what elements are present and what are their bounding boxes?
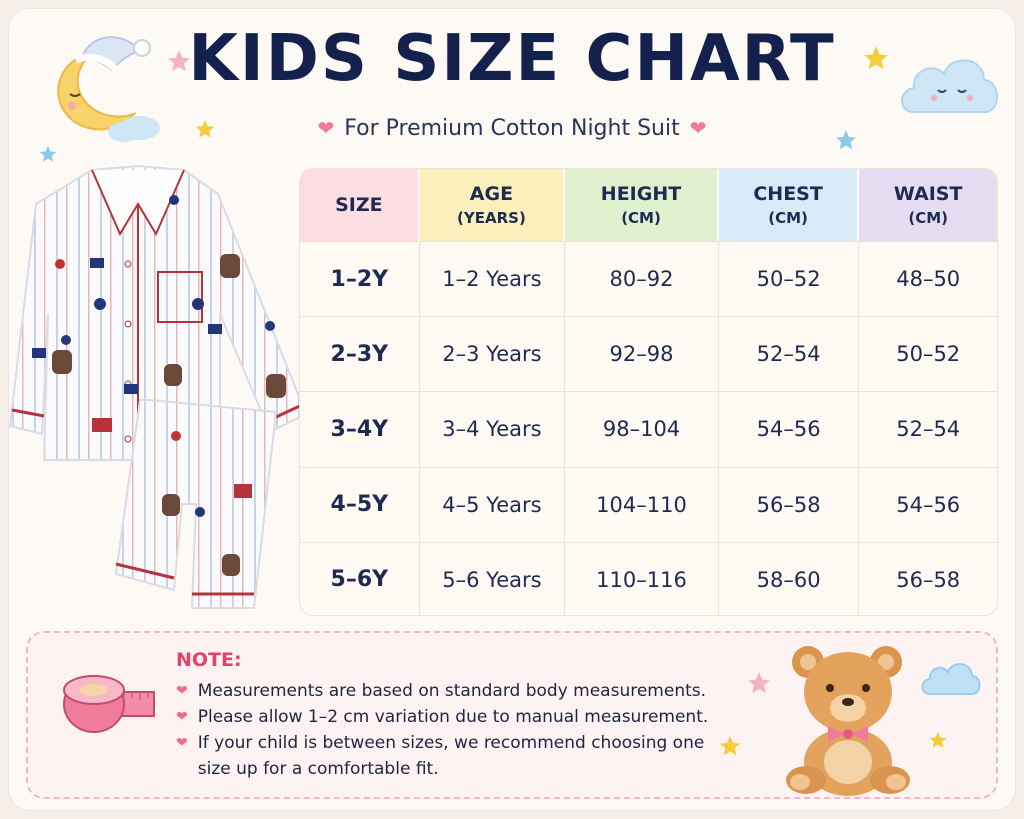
table-cell: 58–60 (719, 542, 860, 615)
table-cell: 98–104 (565, 392, 719, 467)
table-cell: 104–110 (565, 467, 719, 542)
table-cell: 110–116 (565, 542, 719, 615)
cloud-icon (901, 59, 998, 113)
table-cell: 50–52 (896, 342, 961, 367)
page-title: KIDS SIZE CHART (188, 22, 836, 96)
table-cell: 1–2Y (300, 242, 420, 317)
star-icon (195, 119, 215, 138)
table-cell: 54–56 (719, 392, 860, 467)
column-header-unit: (CM) (908, 209, 949, 227)
note-item-text: Measurements are based on standard body … (197, 681, 707, 701)
table-cell: 52–54 (719, 317, 860, 392)
table-cell: 1–2 Years (420, 242, 566, 317)
star-icon (836, 130, 856, 150)
table-cell: 2–3 Years (420, 317, 566, 392)
table-row: 3–4Y 3–4 Years 98–104 54–56 52–54 (300, 391, 997, 467)
table-cell: 48–50 (896, 267, 961, 292)
subtitle-text: For Premium Cotton Night Suit (344, 116, 680, 141)
star-icon (929, 731, 947, 748)
column-header-label: CHEST (753, 183, 823, 205)
table-header: SIZE AGE (YEARS) HEIGHT (CM) CHEST (CM) WAIST (C… (300, 169, 997, 241)
column-header-label: SIZE (335, 194, 383, 216)
column-header: AGE (YEARS) (419, 169, 566, 241)
list-item: ❤ If your child is between sizes, we reco… (176, 730, 716, 782)
column-header: HEIGHT (CM) (565, 169, 719, 241)
list-item: ❤ Please allow 1–2 cm variation due to ma… (176, 704, 716, 730)
size-table: SIZE AGE (YEARS) HEIGHT (CM) CHEST (CM) WAIST (C… (299, 168, 998, 616)
table-cell: 4–5Y (300, 467, 420, 542)
column-header-unit: (CM) (621, 209, 661, 227)
table-cell: 56–58 (719, 467, 860, 542)
heart-icon: ❤ (176, 735, 188, 751)
note-list: ❤ Measurements are based on standard body… (176, 678, 716, 782)
heart-icon: ❤ (317, 116, 335, 140)
table-cell: 5–6Y (300, 542, 420, 615)
star-icon (720, 736, 740, 756)
note-item-text: Please allow 1–2 cm variation due to man… (197, 707, 709, 727)
star-icon (864, 46, 888, 69)
column-header-label: AGE (469, 183, 514, 205)
column-header: WAIST (CM) (859, 169, 997, 241)
table-cell: 52–54 (896, 417, 961, 442)
column-header: CHEST (CM) (718, 169, 860, 241)
table-cell: 50–52 (719, 242, 860, 317)
star-icon (168, 50, 190, 72)
note-item-text: If your child is between sizes, we recom… (197, 733, 705, 779)
cloud-icon (921, 663, 981, 695)
column-header: SIZE (300, 169, 420, 241)
list-item: ❤ Measurements are based on standard body… (176, 678, 716, 704)
heart-icon: ❤ (689, 116, 707, 140)
measuring-tape-icon (63, 675, 155, 733)
heart-icon: ❤ (176, 709, 188, 725)
pajama-set-illustration (8, 164, 308, 609)
table-row: 2–3Y 2–3 Years 92–98 52–54 50–52 (300, 316, 997, 392)
table-row: 1–2Y 1–2 Years 80–92 50–52 48–50 (300, 241, 997, 317)
column-header-unit: (CM) (768, 209, 808, 227)
heart-icon: ❤ (176, 683, 188, 699)
table-cell: 3–4Y (300, 392, 420, 467)
teddy-bear-icon (786, 646, 910, 796)
table-cell: 56–58 (896, 567, 961, 592)
table-cell: 3–4 Years (420, 392, 566, 467)
star-icon (748, 672, 770, 694)
table-cell: 92–98 (565, 317, 719, 392)
column-header-label: HEIGHT (600, 183, 682, 205)
sleeping-moon-icon (57, 36, 160, 142)
table-body: 1–2Y 1–2 Years 80–92 50–52 48–50 2–3Y 2–3 Year… (300, 241, 997, 615)
table-cell: 54–56 (896, 492, 961, 517)
table-row: 5–6Y 5–6 Years 110–116 58–60 56–58 (300, 541, 997, 615)
subtitle: ❤ For Premium Cotton Night Suit ❤ (0, 116, 1024, 141)
table-cell: 4–5 Years (420, 467, 566, 542)
note-title: NOTE: (176, 649, 242, 671)
table-cell: 5–6 Years (420, 542, 566, 615)
table-row: 4–5Y 4–5 Years 104–110 56–58 54–56 (300, 466, 997, 542)
column-header-unit: (YEARS) (457, 209, 526, 227)
table-cell: 2–3Y (300, 317, 420, 392)
column-header-label: WAIST (893, 183, 963, 205)
star-icon (39, 145, 57, 162)
table-cell: 80–92 (565, 242, 719, 317)
